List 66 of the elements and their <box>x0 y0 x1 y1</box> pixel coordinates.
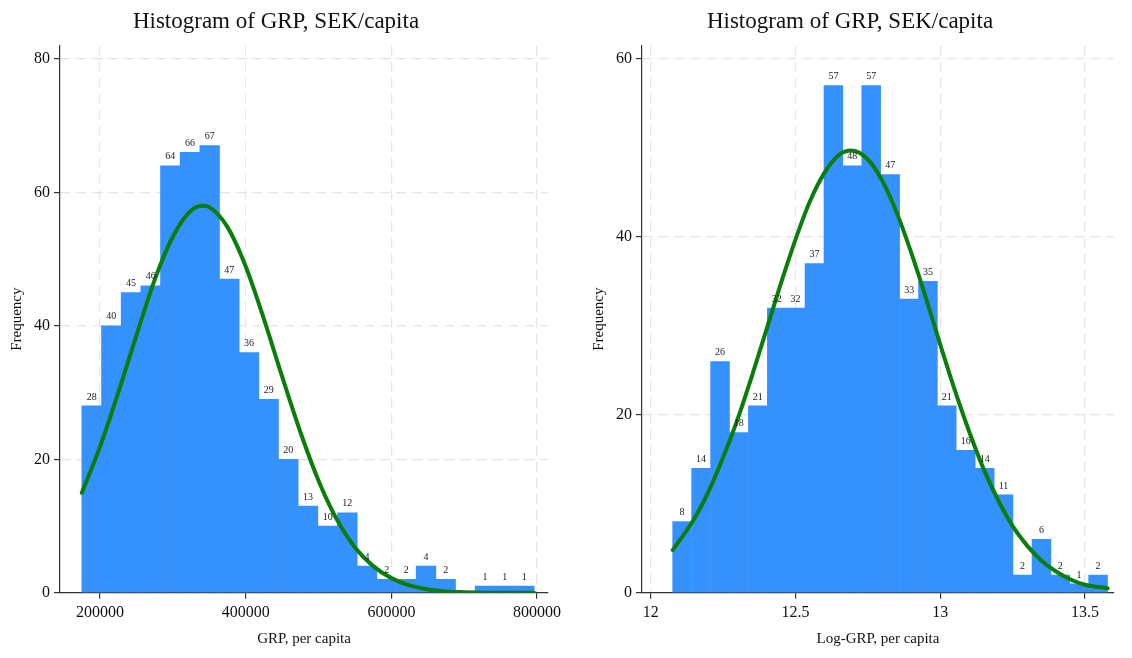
chart-title: Histogram of GRP, SEK/capita <box>132 7 420 33</box>
y-tick-label: 60 <box>34 182 50 200</box>
data-label: 26 <box>715 346 726 358</box>
data-label: 48 <box>847 150 858 162</box>
data-label: 40 <box>106 310 117 322</box>
data-label: 57 <box>866 70 877 82</box>
data-label: 33 <box>904 283 915 295</box>
data-label: 2 <box>1020 559 1025 571</box>
x-tick-label: 200000 <box>76 602 125 620</box>
x-tick-label: 12.5 <box>781 602 810 620</box>
data-label: 1 <box>482 570 488 582</box>
data-label: 67 <box>204 130 215 142</box>
data-label: 29 <box>263 383 274 395</box>
data-label: 16 <box>960 435 971 447</box>
data-label: 32 <box>790 292 801 304</box>
data-label: 36 <box>244 337 255 349</box>
data-label: 64 <box>165 150 176 162</box>
line-series <box>670 148 1110 591</box>
data-label: 14 <box>696 452 707 464</box>
y-axis-title: Frequency <box>589 287 606 351</box>
y-axis-title: Frequency <box>7 287 24 351</box>
data-label: 6 <box>1038 524 1044 536</box>
x-axis-title: Log-GRP, per capita <box>816 629 940 646</box>
data-label: 4 <box>423 550 429 562</box>
y-tick-label: 40 <box>34 316 50 334</box>
data-label: 1 <box>521 570 527 582</box>
data-label: 57 <box>828 70 839 82</box>
data-label: 21 <box>752 390 763 402</box>
x-tick-label: 12 <box>642 602 659 620</box>
y-tick-label: 0 <box>624 583 632 600</box>
y-tick-label: 0 <box>42 583 50 600</box>
data-label: 13 <box>303 490 314 502</box>
x-tick-label: 13.5 <box>1071 602 1100 620</box>
x-tick-label: 13 <box>932 602 949 620</box>
data-label: 1 <box>1076 568 1082 580</box>
data-label: 2 <box>403 564 409 576</box>
data-label: 2 <box>443 564 449 576</box>
y-tick-label: 40 <box>616 227 632 245</box>
data-label: 2 <box>1095 559 1101 571</box>
data-label: 12 <box>342 497 353 509</box>
data-label: 14 <box>979 452 990 464</box>
data-label: 47 <box>885 159 896 171</box>
data-label: 2 <box>384 564 390 576</box>
data-label: 10 <box>322 510 333 522</box>
data-label: 8 <box>679 506 685 518</box>
y-tick-label: 20 <box>34 449 50 467</box>
data-label: 45 <box>126 277 137 289</box>
x-tick-label: 600000 <box>367 602 416 620</box>
data-label: 47 <box>224 263 235 275</box>
data-label: 21 <box>941 390 952 402</box>
data-label: 1 <box>502 570 508 582</box>
y-tick-label: 80 <box>34 49 50 67</box>
data-label: 11 <box>998 479 1009 491</box>
y-tick-label: 20 <box>616 405 632 423</box>
data-label: 20 <box>283 443 294 455</box>
data-label: 37 <box>809 248 820 260</box>
chart-title: Histogram of GRP, SEK/capita <box>706 7 994 33</box>
data-label: 2 <box>1057 559 1063 571</box>
data-label: 28 <box>86 390 97 402</box>
line-series <box>79 203 537 593</box>
x-axis-title: GRP, per capita <box>257 629 352 646</box>
x-tick-label: 800000 <box>513 602 562 620</box>
data-label: 66 <box>185 137 196 148</box>
y-tick-label: 60 <box>616 49 632 67</box>
data-label: 35 <box>922 266 933 278</box>
x-tick-label: 400000 <box>221 602 270 620</box>
